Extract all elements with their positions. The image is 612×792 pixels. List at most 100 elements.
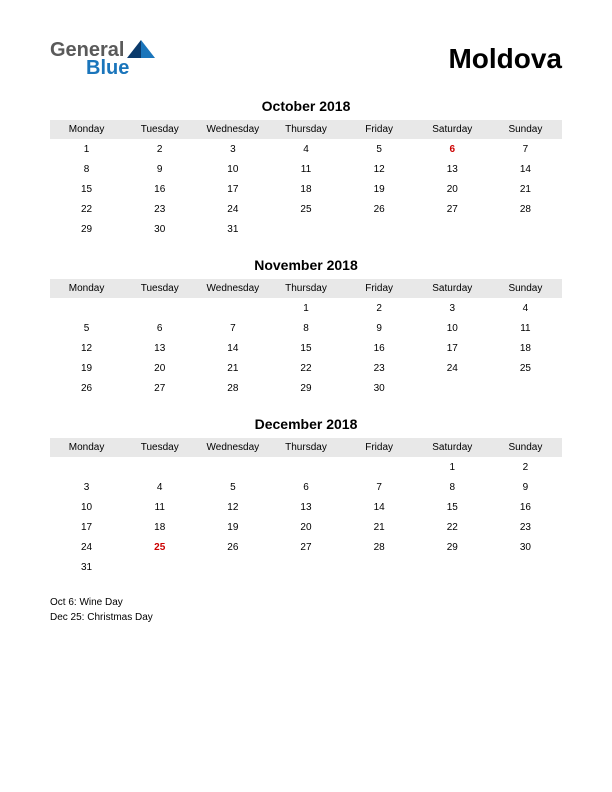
day-header: Saturday bbox=[416, 279, 489, 298]
day-header: Sunday bbox=[489, 279, 562, 298]
header: General Blue Moldova bbox=[50, 40, 562, 78]
table-row: 15161718192021 bbox=[50, 179, 562, 199]
day-cell: 11 bbox=[269, 159, 342, 179]
day-cell: 30 bbox=[489, 537, 562, 557]
day-cell: 5 bbox=[343, 139, 416, 159]
day-header: Monday bbox=[50, 120, 123, 139]
table-row: 17181920212223 bbox=[50, 517, 562, 537]
table-row: 31 bbox=[50, 557, 562, 577]
table-row: 12131415161718 bbox=[50, 338, 562, 358]
table-row: 12 bbox=[50, 457, 562, 477]
month-block: November 2018MondayTuesdayWednesdayThurs… bbox=[50, 257, 562, 398]
calendar-table: MondayTuesdayWednesdayThursdayFridaySatu… bbox=[50, 120, 562, 239]
holidays-list: Oct 6: Wine DayDec 25: Christmas Day bbox=[50, 595, 562, 625]
day-cell: 10 bbox=[196, 159, 269, 179]
day-cell: 18 bbox=[489, 338, 562, 358]
day-header: Friday bbox=[343, 120, 416, 139]
day-cell bbox=[50, 457, 123, 477]
day-cell: 25 bbox=[489, 358, 562, 378]
logo-triangle-icon bbox=[127, 40, 155, 60]
day-header: Monday bbox=[50, 279, 123, 298]
table-row: 1234567 bbox=[50, 139, 562, 159]
day-cell bbox=[489, 557, 562, 577]
day-cell: 31 bbox=[50, 557, 123, 577]
day-cell: 7 bbox=[343, 477, 416, 497]
day-cell: 27 bbox=[269, 537, 342, 557]
day-cell: 2 bbox=[343, 298, 416, 318]
day-cell: 31 bbox=[196, 219, 269, 239]
month-title: October 2018 bbox=[50, 98, 562, 114]
day-header: Friday bbox=[343, 438, 416, 457]
day-cell: 22 bbox=[50, 199, 123, 219]
day-cell: 14 bbox=[196, 338, 269, 358]
day-cell bbox=[123, 557, 196, 577]
day-cell: 15 bbox=[50, 179, 123, 199]
day-cell bbox=[489, 219, 562, 239]
day-cell: 30 bbox=[123, 219, 196, 239]
table-row: 19202122232425 bbox=[50, 358, 562, 378]
table-row: 24252627282930 bbox=[50, 537, 562, 557]
day-cell: 17 bbox=[50, 517, 123, 537]
day-cell bbox=[50, 298, 123, 318]
day-cell bbox=[343, 557, 416, 577]
day-cell: 14 bbox=[343, 497, 416, 517]
day-cell bbox=[343, 219, 416, 239]
day-cell: 8 bbox=[269, 318, 342, 338]
day-cell: 9 bbox=[123, 159, 196, 179]
day-header: Tuesday bbox=[123, 438, 196, 457]
holiday-entry: Dec 25: Christmas Day bbox=[50, 610, 562, 625]
day-cell: 5 bbox=[196, 477, 269, 497]
day-header: Wednesday bbox=[196, 120, 269, 139]
day-cell: 27 bbox=[416, 199, 489, 219]
day-cell: 3 bbox=[50, 477, 123, 497]
day-cell: 9 bbox=[489, 477, 562, 497]
day-cell bbox=[416, 557, 489, 577]
day-cell: 12 bbox=[196, 497, 269, 517]
day-cell: 11 bbox=[123, 497, 196, 517]
day-cell: 29 bbox=[416, 537, 489, 557]
table-row: 2627282930 bbox=[50, 378, 562, 398]
day-cell: 22 bbox=[269, 358, 342, 378]
day-cell: 20 bbox=[416, 179, 489, 199]
day-header: Tuesday bbox=[123, 120, 196, 139]
logo-part2: Blue bbox=[86, 58, 155, 78]
day-cell: 25 bbox=[123, 537, 196, 557]
day-header: Monday bbox=[50, 438, 123, 457]
day-cell: 16 bbox=[123, 179, 196, 199]
day-cell: 18 bbox=[123, 517, 196, 537]
day-cell: 4 bbox=[269, 139, 342, 159]
day-header: Thursday bbox=[269, 279, 342, 298]
day-cell bbox=[416, 378, 489, 398]
day-cell: 26 bbox=[196, 537, 269, 557]
day-header: Sunday bbox=[489, 438, 562, 457]
day-cell: 17 bbox=[416, 338, 489, 358]
day-header: Wednesday bbox=[196, 438, 269, 457]
day-cell: 22 bbox=[416, 517, 489, 537]
day-cell bbox=[269, 557, 342, 577]
day-header: Wednesday bbox=[196, 279, 269, 298]
month-title: December 2018 bbox=[50, 416, 562, 432]
day-cell: 8 bbox=[416, 477, 489, 497]
day-cell bbox=[196, 298, 269, 318]
day-cell: 17 bbox=[196, 179, 269, 199]
day-cell: 28 bbox=[343, 537, 416, 557]
day-cell: 7 bbox=[489, 139, 562, 159]
day-cell: 28 bbox=[489, 199, 562, 219]
table-row: 567891011 bbox=[50, 318, 562, 338]
calendar-table: MondayTuesdayWednesdayThursdayFridaySatu… bbox=[50, 279, 562, 398]
day-cell: 10 bbox=[50, 497, 123, 517]
day-cell: 6 bbox=[269, 477, 342, 497]
table-row: 10111213141516 bbox=[50, 497, 562, 517]
day-cell: 25 bbox=[269, 199, 342, 219]
day-cell: 20 bbox=[123, 358, 196, 378]
months-container: October 2018MondayTuesdayWednesdayThursd… bbox=[50, 98, 562, 577]
day-cell: 19 bbox=[343, 179, 416, 199]
day-cell: 4 bbox=[489, 298, 562, 318]
day-cell: 3 bbox=[196, 139, 269, 159]
day-cell bbox=[489, 378, 562, 398]
day-cell: 8 bbox=[50, 159, 123, 179]
day-cell bbox=[123, 298, 196, 318]
day-cell: 6 bbox=[123, 318, 196, 338]
day-cell: 6 bbox=[416, 139, 489, 159]
day-cell: 23 bbox=[123, 199, 196, 219]
